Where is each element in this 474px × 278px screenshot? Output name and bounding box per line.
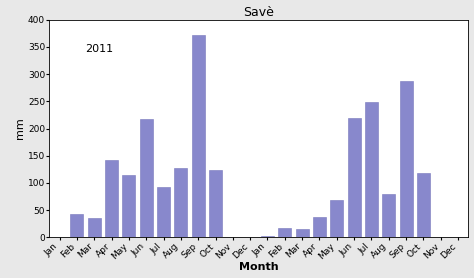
Bar — [157, 187, 170, 237]
Y-axis label: mm: mm — [15, 118, 25, 139]
Bar — [105, 160, 118, 237]
Bar — [209, 170, 222, 237]
Bar — [278, 228, 292, 237]
Bar — [191, 35, 205, 237]
Bar — [313, 217, 326, 237]
Bar — [140, 119, 153, 237]
Bar — [71, 214, 83, 237]
Text: 2011: 2011 — [86, 44, 114, 54]
Bar — [347, 118, 361, 237]
Bar — [365, 102, 378, 237]
Bar — [330, 200, 343, 237]
Bar — [296, 229, 309, 237]
Bar — [417, 173, 430, 237]
Bar — [122, 175, 136, 237]
Bar — [382, 194, 395, 237]
Bar — [261, 236, 274, 237]
Title: Savè: Savè — [244, 6, 274, 19]
Bar — [174, 168, 187, 237]
Bar — [88, 218, 101, 237]
Bar — [400, 81, 412, 237]
X-axis label: Month: Month — [239, 262, 279, 272]
